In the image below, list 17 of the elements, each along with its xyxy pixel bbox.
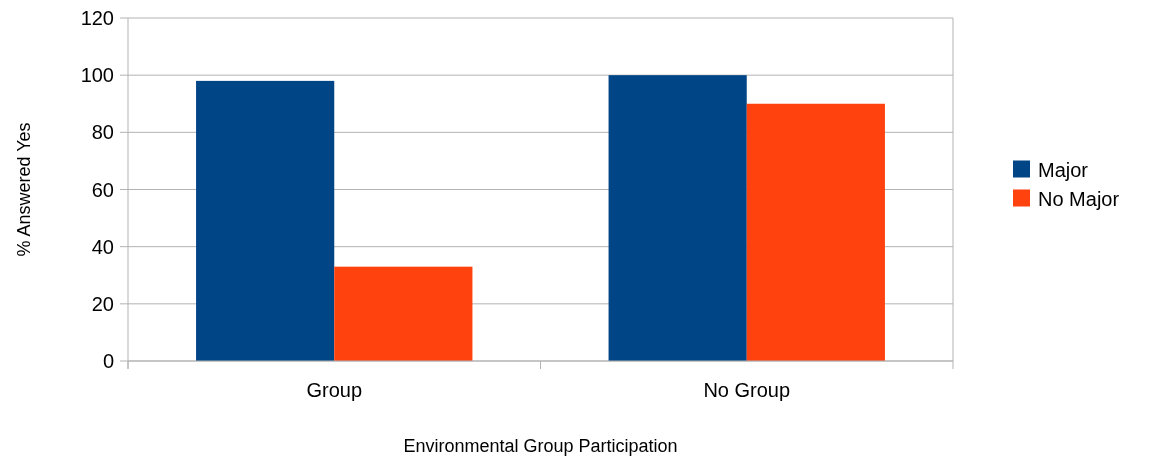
y-tick-label: 100 <box>80 64 114 87</box>
x-axis-title: Environmental Group Participation <box>403 436 678 456</box>
y-tick-label: 20 <box>91 292 114 315</box>
legend-label: Major <box>1038 158 1089 181</box>
y-tick-label: 40 <box>91 235 114 258</box>
y-axis-title: % Answered Yes <box>14 122 34 257</box>
y-tick-label: 0 <box>102 350 114 372</box>
x-tick-label: Group <box>306 379 363 401</box>
legend-label: No Major <box>1038 187 1120 210</box>
bar <box>334 266 473 361</box>
bar <box>196 80 335 361</box>
bar <box>608 75 747 361</box>
y-tick-label: 80 <box>91 121 114 144</box>
bar <box>746 103 885 361</box>
y-tick-label: 120 <box>80 7 114 29</box>
y-tick-label: 60 <box>91 178 114 201</box>
x-tick-label: No Group <box>703 379 791 401</box>
